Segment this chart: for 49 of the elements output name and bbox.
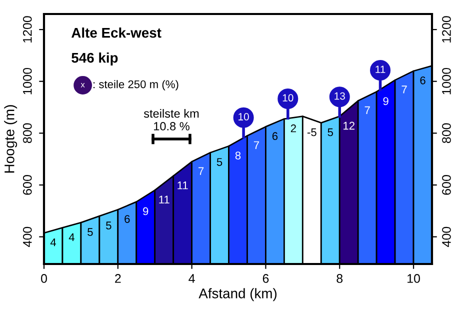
- annotation: 11: [178, 182, 188, 190]
- annotation: 5: [88, 228, 93, 236]
- annotation: 4: [68, 233, 74, 241]
- annotation: 10: [282, 94, 294, 102]
- x-tick-label: 4: [188, 274, 195, 283]
- x-tick-label: 8: [336, 274, 343, 283]
- annotation: 7: [402, 86, 407, 94]
- annotation: 11: [159, 196, 170, 204]
- annotation: 9: [383, 97, 388, 106]
- y-axis-title: Hoogte (m): [4, 105, 18, 173]
- y-tick-label: 1000: [22, 68, 32, 94]
- annotation: 9: [143, 207, 148, 216]
- annotation: 10: [238, 113, 249, 120]
- text: Alte Eck-west: [72, 28, 162, 38]
- annotation: 13: [334, 92, 345, 100]
- annotation: : steile 250 m (%): [94, 80, 178, 90]
- annotation: 7: [198, 167, 204, 175]
- y-tick-label: 800: [22, 123, 32, 144]
- annotation: 10.8 %: [154, 122, 190, 130]
- y2-tick-label: 600: [442, 175, 451, 195]
- annotation: steilste km: [144, 109, 199, 118]
- x-tick-label: 0: [41, 274, 47, 283]
- annotation: 5: [106, 222, 112, 230]
- x-tick-label: 10: [408, 274, 420, 283]
- annotation: 11: [376, 66, 386, 73]
- y2-tick-label: 1200: [442, 16, 451, 42]
- annotation: 4: [50, 238, 56, 246]
- y2-tick-label: 400: [442, 226, 451, 247]
- annotation: 6: [124, 215, 130, 223]
- x-axis-title: Afstand (km): [198, 288, 276, 302]
- annotation: 12: [344, 122, 354, 130]
- x-tick-label: 6: [262, 274, 269, 283]
- x-tick-label: 2: [115, 274, 121, 283]
- annotation: 5: [216, 158, 222, 166]
- y2-tick-label: 800: [442, 123, 451, 144]
- text: 546 kip: [72, 52, 118, 66]
- annotation: 5: [328, 128, 334, 136]
- annotation: 6: [420, 76, 426, 84]
- annotation: 8: [235, 152, 241, 160]
- annotation: -5: [307, 128, 316, 136]
- annotation: 7: [364, 106, 370, 114]
- annotation: 2: [290, 124, 296, 132]
- annotation: 7: [254, 141, 260, 149]
- y2-tick-label: 1000: [442, 68, 451, 94]
- y-tick-label: 1200: [22, 16, 32, 42]
- y-tick-label: 400: [22, 226, 32, 247]
- annotation: x: [80, 83, 85, 88]
- annotation: 6: [272, 132, 278, 140]
- y-tick-label: 600: [22, 175, 32, 195]
